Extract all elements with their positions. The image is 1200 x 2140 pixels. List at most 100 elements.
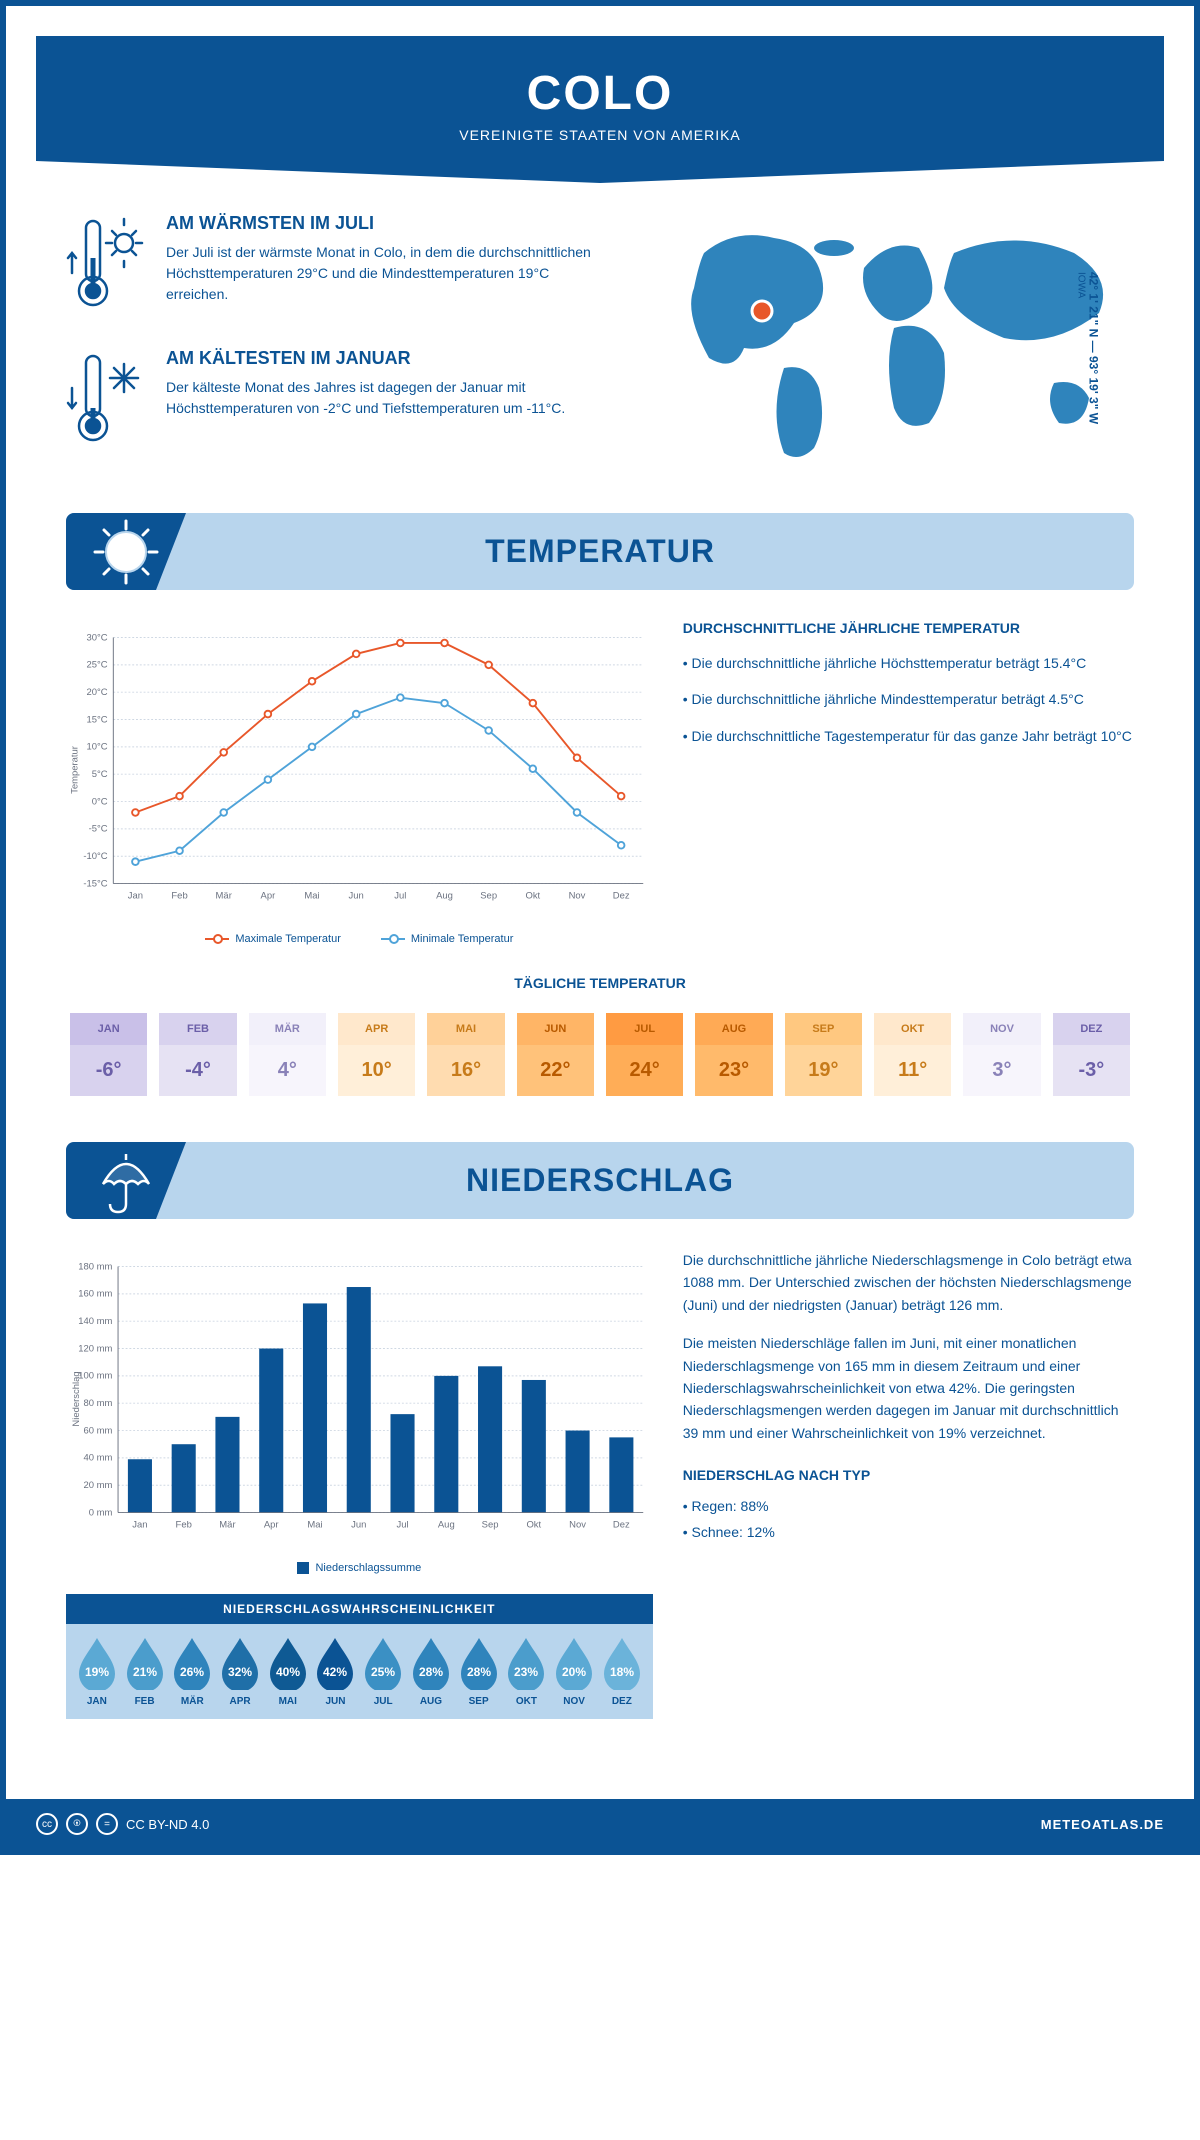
svg-text:Dez: Dez	[613, 891, 630, 902]
precipitation-probability: NIEDERSCHLAGSWAHRSCHEINLICHKEIT 19%JAN21…	[66, 1594, 653, 1719]
temp-desc-line2: • Die durchschnittliche jährliche Mindes…	[683, 688, 1134, 710]
precip-type1: • Regen: 88%	[683, 1495, 1134, 1517]
intro-section: AM WÄRMSTEN IM JULI Der Juli ist der wär…	[66, 213, 1134, 483]
daily-temp-cell: MÄR4°	[245, 1007, 330, 1102]
svg-text:20 mm: 20 mm	[83, 1480, 112, 1491]
svg-text:Jun: Jun	[351, 1520, 366, 1531]
svg-text:21%: 21%	[133, 1665, 157, 1679]
svg-text:Temperatur: Temperatur	[69, 746, 80, 794]
infographic-page: COLO VEREINIGTE STAATEN VON AMERIKA AM W…	[0, 0, 1200, 1855]
nd-icon: =	[96, 1813, 118, 1835]
license-text: CC BY-ND 4.0	[126, 1817, 209, 1832]
svg-text:Apr: Apr	[261, 891, 276, 902]
precip-p2: Die meisten Niederschläge fallen im Juni…	[683, 1332, 1134, 1444]
svg-text:0°C: 0°C	[92, 796, 108, 807]
daily-temp-cell: NOV3°	[959, 1007, 1044, 1102]
daily-temp-cell: DEZ-3°	[1049, 1007, 1134, 1102]
svg-text:42%: 42%	[323, 1665, 347, 1679]
thermometer-cold-icon	[66, 348, 146, 453]
header-banner: COLO VEREINIGTE STAATEN VON AMERIKA	[36, 36, 1164, 183]
precipitation-chart: 0 mm20 mm40 mm60 mm80 mm100 mm120 mm140 …	[66, 1249, 653, 1549]
svg-text:19%: 19%	[85, 1665, 109, 1679]
content: AM WÄRMSTEN IM JULI Der Juli ist der wär…	[6, 183, 1194, 1769]
daily-temp-cell: JUN22°	[513, 1007, 598, 1102]
svg-text:180 mm: 180 mm	[78, 1261, 112, 1272]
svg-text:Dez: Dez	[613, 1520, 630, 1531]
intro-left: AM WÄRMSTEN IM JULI Der Juli ist der wär…	[66, 213, 614, 483]
license-block: cc 🅯 = CC BY-ND 4.0	[36, 1813, 209, 1835]
prob-cell: 19%JAN	[74, 1636, 120, 1707]
temp-desc-heading: DURCHSCHNITTLICHE JÄHRLICHE TEMPERATUR	[683, 620, 1134, 636]
svg-text:Mai: Mai	[307, 1520, 322, 1531]
daily-temp-cell: APR10°	[334, 1007, 419, 1102]
temp-legend: .legend-item:nth-child(1) .legend-line::…	[66, 933, 653, 945]
legend-max: .legend-item:nth-child(1) .legend-line::…	[205, 933, 341, 945]
svg-text:Jul: Jul	[396, 1520, 408, 1531]
svg-text:25%: 25%	[371, 1665, 395, 1679]
svg-text:23%: 23%	[514, 1665, 538, 1679]
prob-cell: 28%AUG	[408, 1636, 454, 1707]
svg-text:15°C: 15°C	[87, 714, 108, 725]
svg-text:40 mm: 40 mm	[83, 1453, 112, 1464]
svg-text:Feb: Feb	[171, 891, 187, 902]
daily-temp-heading: TÄGLICHE TEMPERATUR	[66, 975, 1134, 991]
daily-temp-cell: SEP19°	[781, 1007, 866, 1102]
prob-cell: 40%MAI	[265, 1636, 311, 1707]
location-marker-icon	[752, 301, 772, 321]
svg-text:Okt: Okt	[525, 891, 540, 902]
site-name: METEOATLAS.DE	[1041, 1817, 1164, 1832]
precipitation-banner: NIEDERSCHLAG	[66, 1142, 1134, 1219]
svg-text:Sep: Sep	[482, 1520, 499, 1531]
prob-cell: 42%JUN	[313, 1636, 359, 1707]
coldest-body: Der kälteste Monat des Jahres ist dagege…	[166, 377, 614, 419]
temperature-chart: -15°C-10°C-5°C0°C5°C10°C15°C20°C25°C30°C…	[66, 620, 653, 945]
header-wrap: COLO VEREINIGTE STAATEN VON AMERIKA	[6, 36, 1194, 183]
prob-cell: 28%SEP	[456, 1636, 502, 1707]
cc-icon: cc	[36, 1813, 58, 1835]
temp-desc-line1: • Die durchschnittliche jährliche Höchst…	[683, 652, 1134, 674]
svg-text:20%: 20%	[562, 1665, 586, 1679]
svg-text:28%: 28%	[467, 1665, 491, 1679]
temperature-row: -15°C-10°C-5°C0°C5°C10°C15°C20°C25°C30°C…	[66, 620, 1134, 945]
sun-icon	[66, 513, 186, 590]
prob-cell: 32%APR	[217, 1636, 263, 1707]
precipitation-row: 0 mm20 mm40 mm60 mm80 mm100 mm120 mm140 …	[66, 1249, 1134, 1719]
by-icon: 🅯	[66, 1813, 88, 1835]
umbrella-icon	[66, 1142, 186, 1219]
temp-desc-line3: • Die durchschnittliche Tagestemperatur …	[683, 725, 1134, 747]
precip-legend: Niederschlagssumme	[66, 1562, 653, 1574]
daily-temp-grid: JAN-6°FEB-4°MÄR4°APR10°MAI16°JUN22°JUL24…	[66, 1007, 1134, 1102]
warmest-block: AM WÄRMSTEN IM JULI Der Juli ist der wär…	[66, 213, 614, 318]
prob-cell: 26%MÄR	[169, 1636, 215, 1707]
daily-temp-cell: FEB-4°	[155, 1007, 240, 1102]
svg-text:28%: 28%	[419, 1665, 443, 1679]
precip-type-heading: NIEDERSCHLAG NACH TYP	[683, 1464, 1134, 1486]
svg-text:0 mm: 0 mm	[89, 1507, 113, 1518]
svg-text:30°C: 30°C	[87, 632, 108, 643]
daily-temp-cell: OKT11°	[870, 1007, 955, 1102]
svg-text:80 mm: 80 mm	[83, 1398, 112, 1409]
svg-text:Mai: Mai	[304, 891, 319, 902]
svg-text:120 mm: 120 mm	[78, 1343, 112, 1354]
svg-text:Niederschlag: Niederschlag	[71, 1371, 82, 1426]
warmest-text: AM WÄRMSTEN IM JULI Der Juli ist der wär…	[166, 213, 614, 318]
svg-text:Sep: Sep	[480, 891, 497, 902]
legend-precip: Niederschlagssumme	[297, 1562, 421, 1574]
precip-type2: • Schnee: 12%	[683, 1521, 1134, 1543]
coldest-heading: AM KÄLTESTEN IM JANUAR	[166, 348, 614, 369]
svg-text:100 mm: 100 mm	[78, 1371, 112, 1382]
daily-temp-cell: AUG23°	[691, 1007, 776, 1102]
svg-text:Aug: Aug	[436, 891, 453, 902]
svg-text:-10°C: -10°C	[83, 851, 107, 862]
daily-temp-cell: JAN-6°	[66, 1007, 151, 1102]
svg-text:160 mm: 160 mm	[78, 1289, 112, 1300]
prob-cell: 18%DEZ	[599, 1636, 645, 1707]
prob-cell: 23%OKT	[504, 1636, 550, 1707]
svg-text:Jun: Jun	[349, 891, 364, 902]
svg-text:5°C: 5°C	[92, 769, 108, 780]
svg-text:Nov: Nov	[569, 891, 586, 902]
svg-text:18%: 18%	[610, 1665, 634, 1679]
svg-text:25°C: 25°C	[87, 660, 108, 671]
warmest-heading: AM WÄRMSTEN IM JULI	[166, 213, 614, 234]
svg-text:40%: 40%	[276, 1665, 300, 1679]
